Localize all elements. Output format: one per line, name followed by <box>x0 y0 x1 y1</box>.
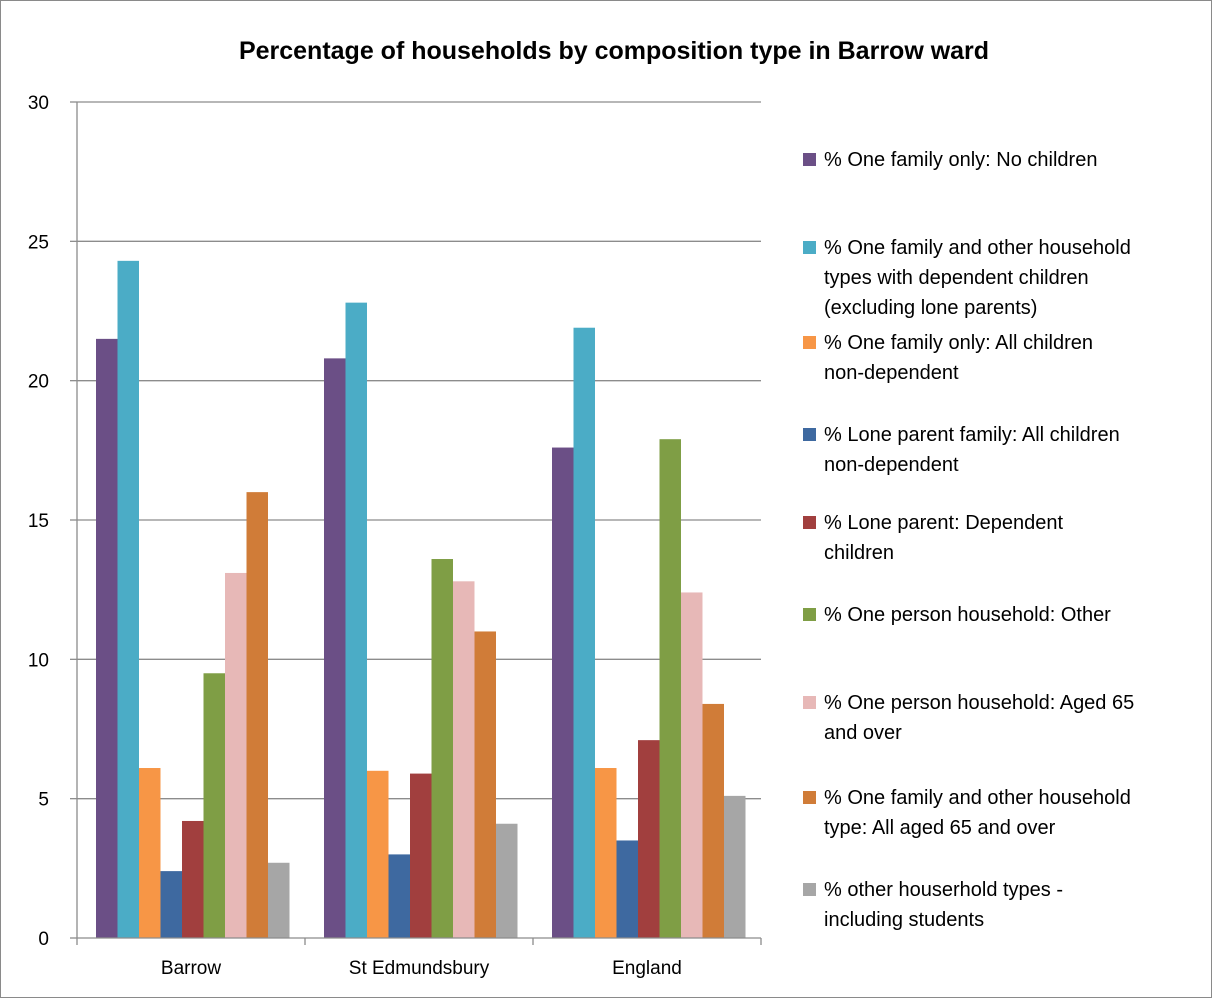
x-tick-label: England <box>612 958 682 979</box>
legend-label: % One family only: All children non-depen… <box>824 332 1093 384</box>
legend-label: % One person household: Aged 65 and over <box>824 692 1134 744</box>
bar <box>595 768 617 938</box>
legend-label: % other houserhold types -including stud… <box>824 879 1063 931</box>
legend-item: % One person household: Other <box>803 604 1111 626</box>
bar <box>431 559 453 938</box>
bar <box>160 871 182 938</box>
y-tick-label: 0 <box>38 929 49 950</box>
y-axis-ticks: 0 5 10 15 20 25 30 <box>28 93 77 950</box>
legend-swatch <box>803 516 816 529</box>
bar <box>724 795 746 938</box>
bar <box>96 338 118 938</box>
legend-item: % other houserhold types -including stud… <box>803 879 1063 931</box>
y-tick-label: 15 <box>28 511 49 532</box>
legend: % One family only: No children % One fami… <box>803 149 1134 931</box>
bar <box>182 820 204 938</box>
legend-label: % One family only: No children <box>824 149 1097 171</box>
bar <box>474 631 496 938</box>
bar <box>246 492 268 938</box>
bar <box>139 768 161 938</box>
legend-label: % Lone parent: Dependent children <box>824 512 1064 564</box>
bar <box>324 358 346 939</box>
x-tick-label: Barrow <box>161 958 221 979</box>
legend-swatch <box>803 336 816 349</box>
bar <box>410 773 432 938</box>
legend-swatch <box>803 153 816 166</box>
y-tick-label: 20 <box>28 372 49 393</box>
bar <box>367 770 389 938</box>
bar <box>345 302 367 938</box>
legend-label: % Lone parent family: All children non-de… <box>824 424 1120 476</box>
legend-swatch <box>803 791 816 804</box>
gridlines <box>77 101 761 800</box>
bar <box>616 840 638 938</box>
legend-item: % One family and other household type: Al… <box>803 787 1131 839</box>
legend-item: % One family only: No children <box>803 149 1097 171</box>
legend-swatch <box>803 696 816 709</box>
bar <box>552 447 574 938</box>
legend-swatch <box>803 428 816 441</box>
bar <box>702 703 724 938</box>
bar <box>225 572 247 938</box>
bar <box>268 862 290 938</box>
legend-item: % Lone parent family: All children non-de… <box>803 424 1120 476</box>
bar <box>203 673 225 938</box>
legend-label: % One person household: Other <box>824 604 1111 626</box>
legend-swatch <box>803 883 816 896</box>
bar <box>388 854 410 938</box>
chart-title: Percentage of households by composition … <box>239 37 989 65</box>
legend-item: % One family only: All children non-depen… <box>803 332 1093 384</box>
bar <box>638 740 660 938</box>
bar <box>496 823 518 938</box>
y-tick-label: 5 <box>38 790 49 811</box>
bar <box>681 592 703 938</box>
bar <box>573 327 595 939</box>
y-tick-label: 10 <box>28 650 49 671</box>
legend-item: % Lone parent: Dependent children <box>803 512 1064 564</box>
legend-swatch <box>803 241 816 254</box>
legend-label: % One family and other household types wi… <box>824 237 1131 319</box>
legend-label: % One family and other household type: Al… <box>824 787 1131 839</box>
legend-item: % One person household: Aged 65 and over <box>803 692 1134 744</box>
legend-item: % One family and other household types wi… <box>803 237 1131 319</box>
y-tick-label: 30 <box>28 93 49 114</box>
bar <box>453 581 475 938</box>
bars <box>96 260 746 939</box>
bar <box>659 439 681 938</box>
y-tick-label: 25 <box>28 232 49 253</box>
x-tick-label: St Edmundsbury <box>349 958 490 979</box>
legend-swatch <box>803 608 816 621</box>
bar <box>117 260 139 939</box>
x-axis-ticks: Barrow St Edmundsbury England <box>76 938 762 979</box>
